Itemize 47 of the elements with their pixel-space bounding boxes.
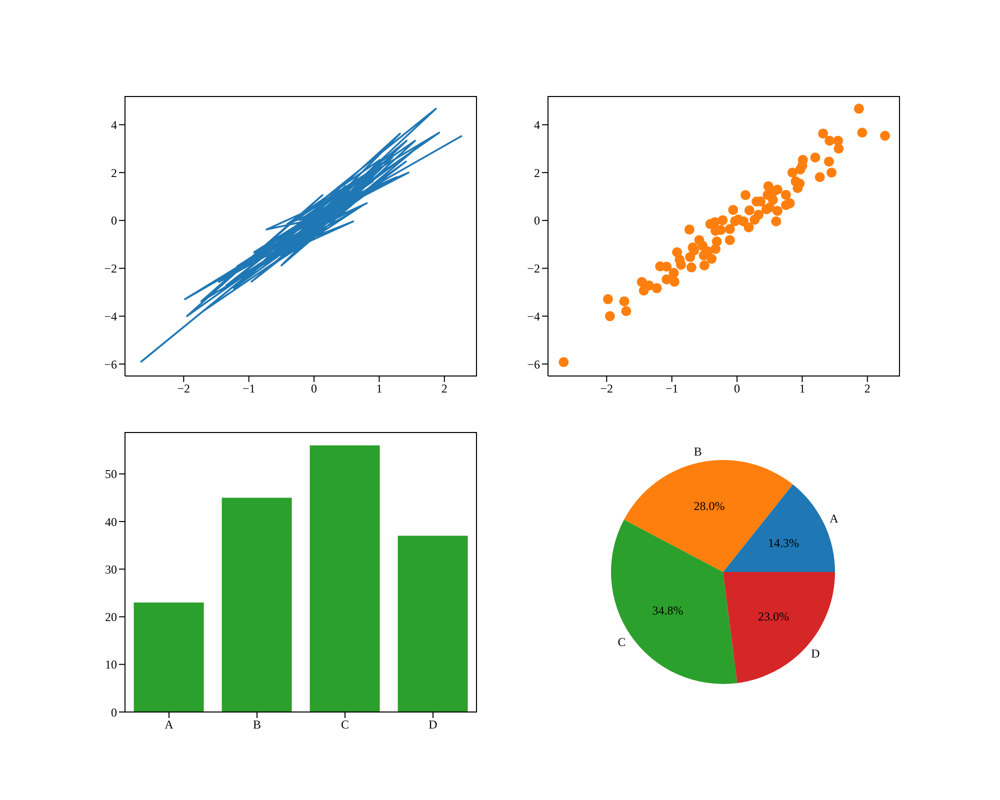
y-tick-label: 2 xyxy=(534,166,540,180)
y-tick-label: 0 xyxy=(534,214,540,228)
y-tick-label: 50 xyxy=(105,467,117,482)
x-tick-label: −1 xyxy=(242,382,256,396)
y-tick-label: −4 xyxy=(104,309,117,324)
y-tick-label: −6 xyxy=(104,357,117,372)
bar xyxy=(134,602,204,712)
slice-label: A xyxy=(830,512,839,526)
x-tick-label: C xyxy=(340,718,350,732)
y-tick-label: −2 xyxy=(104,262,117,276)
slice-label: C xyxy=(618,635,626,650)
x-tick-label: 2 xyxy=(864,382,870,396)
y-tick-label: 4 xyxy=(534,118,540,132)
x-tick-label: 2 xyxy=(441,382,448,396)
bar xyxy=(310,445,380,712)
slice-label: B xyxy=(694,444,702,458)
y-tick-label: 20 xyxy=(105,610,117,624)
bar xyxy=(222,498,292,712)
y-tick-label: −4 xyxy=(527,309,540,324)
y-tick-label: 4 xyxy=(111,118,117,132)
data-label: 14.3% xyxy=(768,536,800,550)
x-tick-label: D xyxy=(428,718,438,732)
pie-slice xyxy=(611,520,738,684)
x-tick-label: B xyxy=(252,718,262,732)
data-label: 23.0% xyxy=(758,609,789,624)
slice-label: D xyxy=(811,646,820,660)
data-label: 34.8% xyxy=(652,603,684,618)
y-tick-label: 40 xyxy=(105,514,117,529)
y-tick-label: 30 xyxy=(105,562,117,576)
y-tick-label: 0 xyxy=(111,214,117,228)
y-tick-label: −2 xyxy=(527,262,540,276)
x-tick-label: A xyxy=(164,718,174,732)
x-tick-label: −2 xyxy=(177,382,190,396)
x-tick-label: 0 xyxy=(734,382,740,396)
pie-slice xyxy=(723,572,835,684)
y-tick-label: 0 xyxy=(111,705,117,720)
x-tick-label: −1 xyxy=(665,382,678,396)
y-tick-label: 2 xyxy=(111,166,117,180)
y-tick-label: 10 xyxy=(105,658,117,672)
y-tick-label: −6 xyxy=(527,357,540,372)
x-tick-label: 1 xyxy=(376,382,382,396)
data-label: 28.0% xyxy=(694,499,725,514)
bar xyxy=(398,536,468,712)
x-tick-label: 0 xyxy=(311,382,318,396)
x-tick-label: −2 xyxy=(600,382,614,396)
line-series xyxy=(140,108,463,364)
x-tick-label: 1 xyxy=(799,382,806,396)
